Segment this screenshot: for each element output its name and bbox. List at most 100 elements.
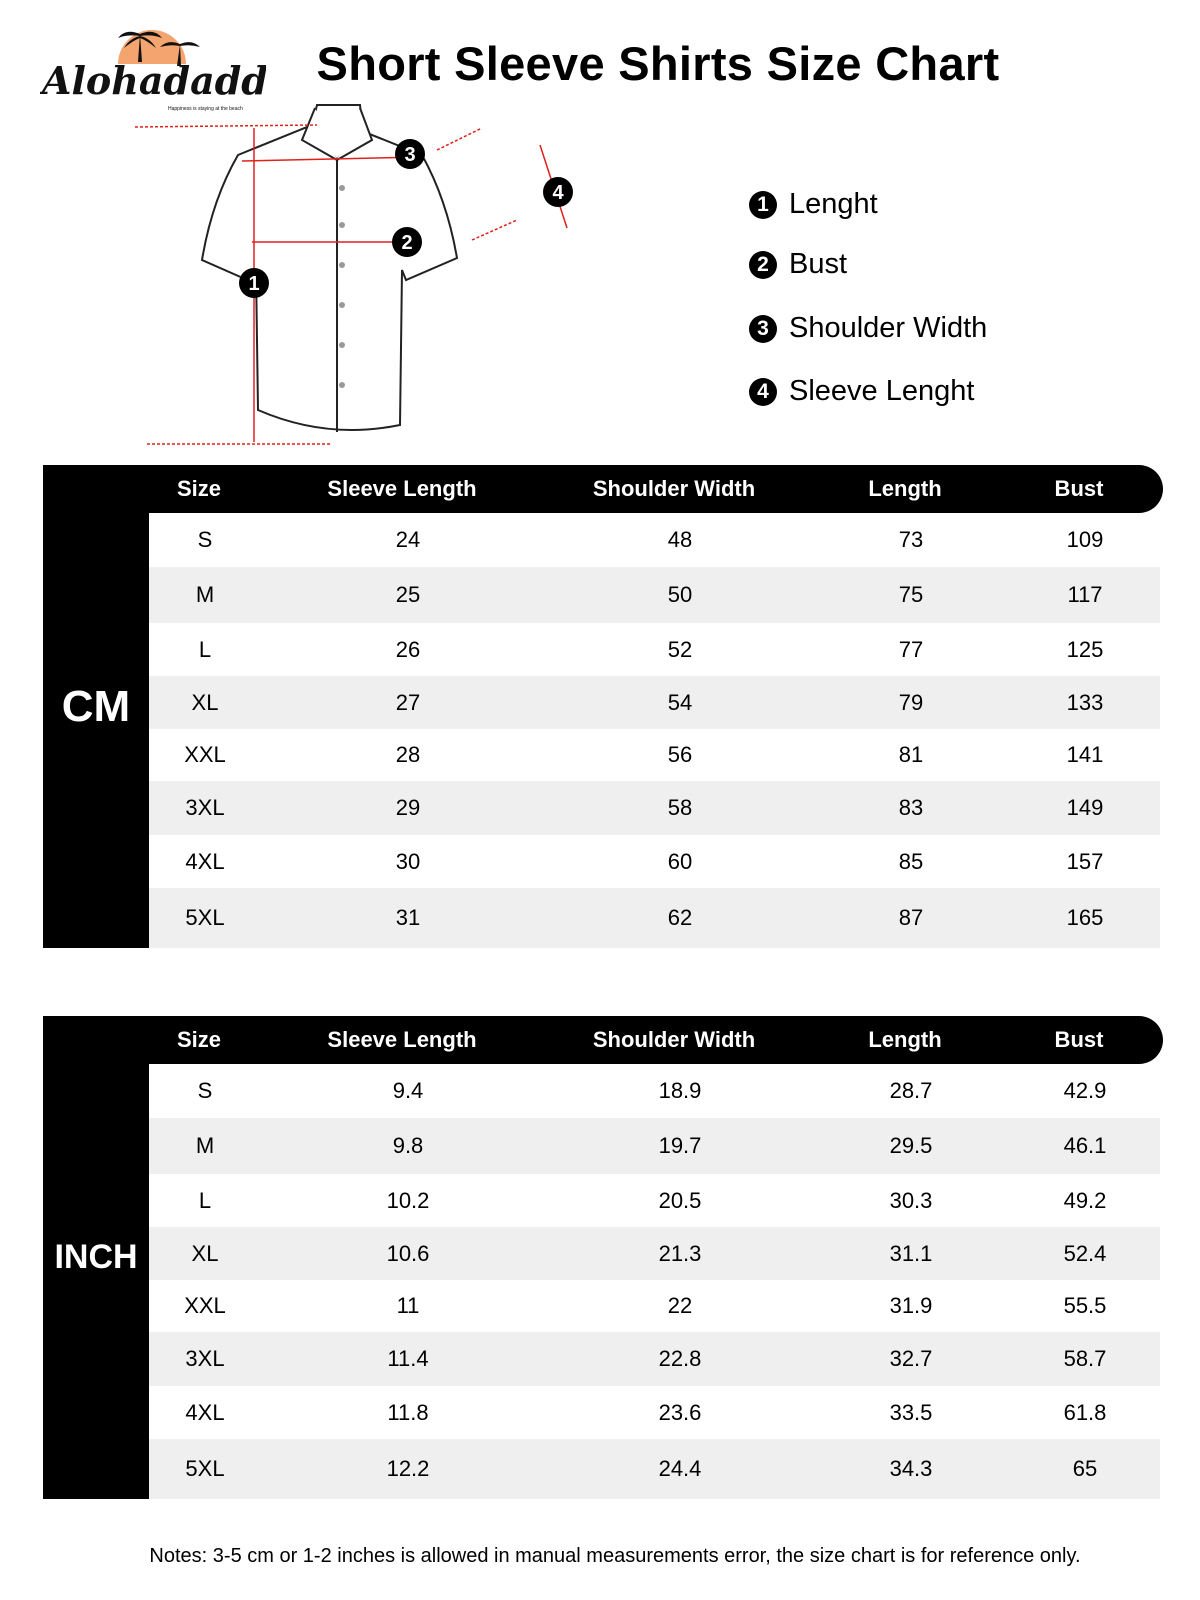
table-cell: 3XL [185, 1346, 225, 1371]
table-cell: 26 [395, 636, 421, 662]
table-cell: 85 [898, 848, 924, 874]
table-row: L 26 52 77 125 [149, 623, 1160, 676]
table-cell: 149 [1066, 795, 1104, 820]
table-cell: 28.7 [889, 1078, 933, 1103]
legend-shoulder-width: 3 Shoulder Width [749, 312, 987, 345]
table-cell: 81 [898, 742, 924, 767]
legend-bust: 2 Bust [749, 248, 847, 281]
table-cell: 165 [1066, 905, 1104, 930]
table-cell: 157 [1066, 848, 1104, 874]
table-row: L 10.2 20.5 30.3 49.2 [149, 1174, 1160, 1227]
table-cell: 133 [1066, 689, 1104, 715]
table-row: 4XL 11.8 23.6 33.5 61.8 [149, 1386, 1160, 1439]
table-row: S 9.4 18.9 28.7 42.9 [149, 1064, 1160, 1118]
number-badge-icon: 4 [749, 377, 777, 406]
table-row: 4XL 30 60 85 157 [149, 835, 1160, 888]
table-cell: 55.5 [1063, 1293, 1107, 1318]
table-header: Size Sleeve Length Shoulder Width Length Bus… [43, 465, 1163, 513]
table-cell: 23.6 [658, 1399, 702, 1425]
legend-label: Bust [789, 248, 848, 280]
table-cell: 48 [667, 527, 693, 552]
table-cell: 10.6 [386, 1240, 430, 1266]
table-row: XL 10.6 21.3 31.1 52.4 [149, 1227, 1160, 1280]
table-cell: 54 [667, 689, 693, 715]
shirt-measurement-diagram: 1 2 3 4 [132, 100, 602, 452]
number-badge-icon: 1 [749, 190, 777, 219]
table-cell: XXL [184, 1293, 226, 1318]
table-cell: 29.5 [889, 1133, 933, 1158]
unit-label: CM [43, 465, 149, 948]
table-cell: 11.4 [387, 1346, 429, 1371]
logo-tagline: Happiness is staying at the beach [168, 106, 243, 112]
table-cell: 34.3 [889, 1456, 933, 1481]
column-header: Bust [1054, 1027, 1104, 1052]
table-row: M 25 50 75 117 [149, 567, 1160, 623]
column-header: Size [176, 1027, 222, 1052]
table-row: 3XL 11.4 22.8 32.7 58.7 [149, 1332, 1160, 1386]
column-header: Shoulder Width [592, 1027, 756, 1052]
table-cell: 20.5 [658, 1187, 702, 1213]
table-cell: 10.2 [386, 1187, 430, 1213]
marker-1: 1 [248, 273, 259, 295]
table-cell: 141 [1066, 742, 1104, 767]
table-cell: 42.9 [1063, 1078, 1107, 1103]
column-header: Shoulder Width [592, 476, 756, 501]
table-cell: 62 [667, 905, 693, 930]
table-cell: 30 [395, 848, 421, 874]
number-badge-icon: 2 [749, 250, 777, 279]
number-badge-icon: 3 [749, 314, 777, 343]
table-cell: 61.8 [1063, 1399, 1107, 1425]
page-title: Short Sleeve Shirts Size Chart [316, 37, 1000, 90]
table-cell: 11 [396, 1293, 420, 1318]
table-cell: 65 [1072, 1456, 1098, 1481]
logo-wordmark: Alohadaddy [40, 58, 266, 103]
table-row: 5XL 12.2 24.4 34.3 65 [149, 1439, 1160, 1499]
table-cell: S [197, 1078, 213, 1103]
marker-2: 2 [401, 232, 412, 254]
table-cell: 12.2 [386, 1456, 430, 1481]
table-cell: 9.4 [392, 1078, 424, 1103]
size-table-cm: CM Size Sleeve Length Shoulder Width Length B… [43, 465, 1163, 948]
table-cell: 79 [898, 689, 924, 715]
size-table-inch: INCH Size Sleeve Length Shoulder Width Lengt… [43, 1016, 1163, 1499]
table-cell: 117 [1067, 582, 1103, 607]
table-cell: 52.4 [1063, 1240, 1107, 1266]
table-cell: 11.8 [387, 1399, 429, 1425]
table-cell: 22 [667, 1293, 693, 1318]
table-row: 5XL 31 62 87 165 [149, 888, 1160, 948]
table-cell: 31 [395, 905, 421, 930]
table-cell: 22.8 [658, 1346, 702, 1371]
legend-label: Sleeve Lenght [789, 375, 975, 407]
table-cell: 56 [667, 742, 693, 767]
table-cell: XL [191, 1240, 219, 1266]
table-cell: 27 [395, 689, 421, 715]
table-cell: M [195, 582, 215, 607]
table-cell: 4XL [185, 1399, 225, 1425]
table-cell: 75 [898, 582, 924, 607]
table-cell: XL [191, 689, 219, 715]
table-cell: 31.9 [889, 1293, 933, 1318]
brand-logo: Alohadaddy Happiness is staying at the b… [39, 14, 293, 114]
table-cell: L [198, 636, 212, 662]
legend-length: 1 Lenght [749, 188, 878, 221]
column-header: Sleeve Length [327, 1027, 477, 1052]
table-row: S 24 48 73 109 [149, 513, 1160, 567]
table-cell: 29 [395, 795, 421, 820]
table-cell: 24.4 [658, 1456, 702, 1481]
table-cell: 52 [667, 636, 693, 662]
table-cell: 5XL [185, 1456, 225, 1481]
column-header: Length [868, 476, 942, 501]
table-cell: 33.5 [889, 1399, 933, 1425]
table-row: XXL 28 56 81 141 [149, 729, 1160, 781]
table-cell: 58.7 [1063, 1346, 1107, 1371]
table-row: M 9.8 19.7 29.5 46.1 [149, 1118, 1160, 1174]
column-header: Size [176, 476, 222, 501]
table-cell: 18.9 [658, 1078, 702, 1103]
table-cell: 32.7 [889, 1346, 933, 1371]
table-cell: 5XL [185, 905, 225, 930]
table-cell: 58 [667, 795, 693, 820]
table-cell: 50 [667, 582, 693, 607]
table-cell: 28 [395, 742, 421, 767]
table-cell: L [198, 1187, 212, 1213]
table-cell: 9.8 [392, 1133, 424, 1158]
